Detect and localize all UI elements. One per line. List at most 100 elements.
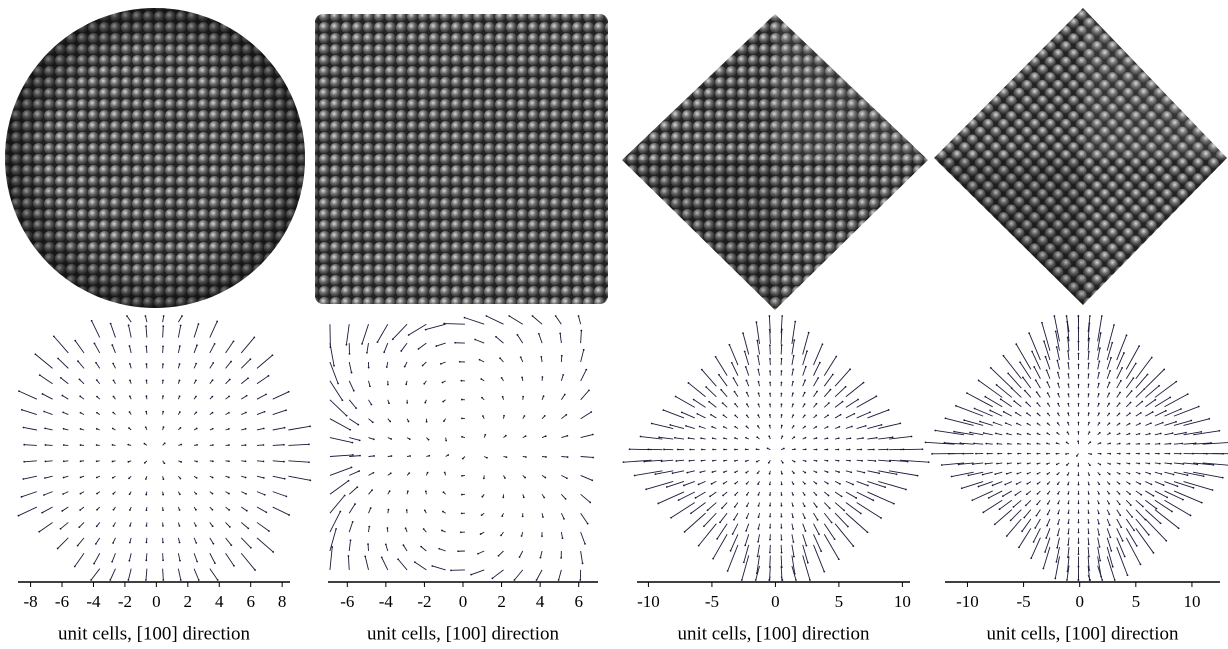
arrow-head [934,430,936,432]
arrow [1155,510,1179,529]
arrow [349,540,350,551]
x-tick-label: -6 [55,592,69,611]
arrow-head [769,344,771,346]
arrow-head [756,461,758,463]
arrow-head [781,329,783,331]
arrow [226,538,232,545]
arrow-head [1046,453,1048,455]
arrow-head [758,516,760,518]
arrow-head [1045,537,1047,539]
arrow-head [112,428,114,430]
arrow-head [179,411,181,413]
arrow [349,487,357,494]
arrow-head [1138,463,1140,465]
arrow-head [1057,534,1059,536]
arrow [96,538,100,544]
arrow-head [769,494,771,496]
arrow-head [431,565,433,567]
arrow-head [1056,432,1058,434]
arrow-head [74,566,76,568]
arrow-head [212,460,214,462]
arrow [475,339,484,343]
arrow [581,370,587,381]
arrow-head [830,389,832,391]
arrow-head [723,426,725,428]
arrow-head [228,412,230,414]
arrow [1145,491,1153,496]
arrow [878,460,890,461]
arrow-head [1218,430,1220,432]
arrow-head [755,321,757,323]
arrow [560,333,561,343]
arrow-head [757,483,759,485]
arrow-head [388,402,390,404]
arrow-head [683,485,685,487]
arrow-head [212,428,214,430]
arrow [128,569,131,580]
arrow-head [228,428,230,430]
arrow-head [1148,443,1150,445]
arrow-head [699,426,701,428]
arrow [1058,373,1060,379]
arrow-head [1057,483,1059,485]
arrow [1068,547,1069,557]
arrow-head [1099,347,1101,349]
arrow-head [769,414,771,416]
arrow-head [1222,477,1224,479]
arrow-head [1109,463,1111,465]
arrow-head [500,534,502,536]
arrow [288,461,309,462]
arrow-head [842,401,844,403]
arrow-head [1154,399,1156,401]
arrow-head [822,343,824,345]
arrow-head [712,558,714,560]
arrow [1006,423,1012,425]
arrow-head [805,460,807,462]
arrow-head [1131,516,1133,518]
arrow [984,433,993,435]
arrow [386,544,388,551]
arrow [384,343,388,352]
arrow [377,324,387,342]
arrow [1126,346,1139,369]
arrow-head [1180,408,1182,410]
arrow-head [38,531,40,533]
arrow-head [1037,473,1039,475]
arrow-head [162,559,164,561]
x-tick-label: 6 [246,592,255,611]
arrow-head [689,449,691,451]
arrow-head [352,454,354,456]
arrow-head [1013,506,1015,508]
arrow-head [195,509,197,511]
arrow-head [863,382,865,384]
arrow-head [925,441,927,443]
arrow [1164,409,1180,416]
arrow-head [917,475,919,477]
arrow-head [1119,392,1121,394]
arrow-head [284,478,286,480]
arrow-head [212,362,214,364]
arrow-head [212,379,214,381]
arrow-head [1056,453,1058,455]
arrow-head [982,511,984,513]
arrow [1155,482,1164,486]
x-axis-label: unit cells, [100] direction [677,623,870,644]
arrow-head [129,345,131,347]
arrow-head [1148,463,1150,465]
arrow-head [506,456,508,458]
arrow-head [228,509,230,511]
arrow-head [525,456,527,458]
arrow [1107,371,1110,379]
arrow-head [1088,383,1090,385]
arrow [1088,538,1089,545]
arrow [330,400,347,416]
arrow-head [457,550,459,552]
arrow-head [1110,357,1112,359]
arrow-head [1037,463,1039,465]
arrow-head [111,561,113,563]
arrow-head [43,411,45,413]
arrow-head [709,495,711,497]
arrow-head [887,449,889,451]
arrow-head [1078,412,1080,414]
arrow-head [541,535,543,537]
